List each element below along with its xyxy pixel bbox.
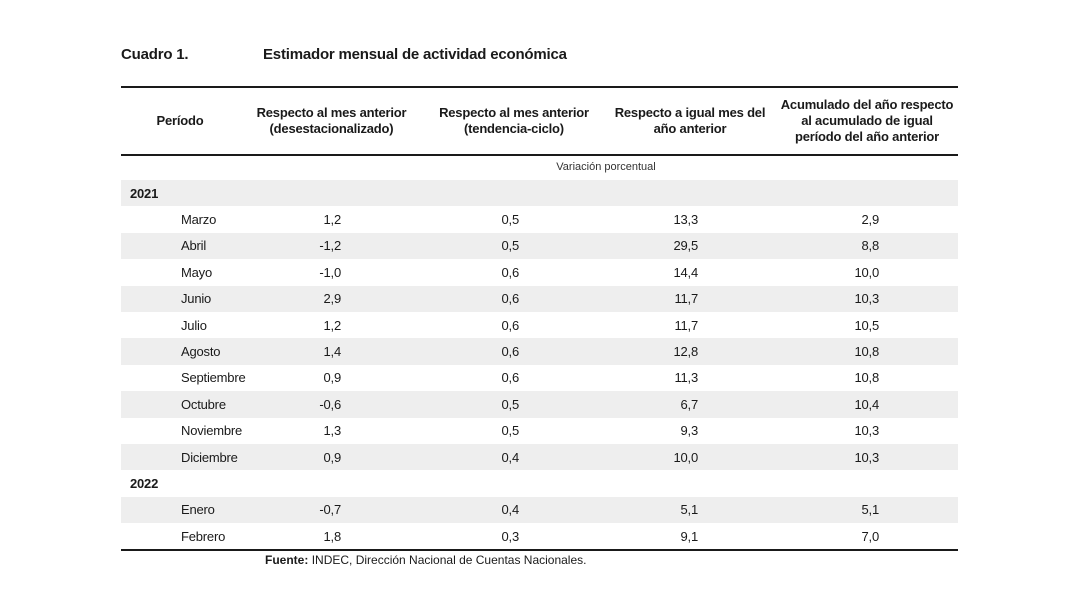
value-col1: -0,7 [319,502,341,518]
source-text: INDEC, Dirección Nacional de Cuentas Nac… [311,553,587,567]
data-table: Período Respecto al mes anterior (desest… [121,86,958,552]
table-row: Julio 1,2 0,6 11,7 10,5 [121,312,958,338]
value-col1: 1,3 [323,423,342,439]
value-col4: 10,5 [854,317,879,333]
value-col3: 9,3 [680,423,699,439]
unit-label: Variación porcentual [556,161,656,173]
value-col4: 10,3 [854,291,879,307]
header-col3: Respecto a igual mes del año anterior [614,105,766,136]
table-row: Octubre -0,6 0,5 6,7 10,4 [121,391,958,418]
value-col2: 0,4 [501,449,520,465]
month-label: Julio [181,317,207,333]
header-col1: Respecto al mes anterior (desestacionali… [256,105,407,136]
value-col4: 10,3 [854,423,879,439]
table-row: Enero -0,7 0,4 5,1 5,1 [121,496,958,524]
value-col3: 11,3 [674,370,698,386]
table-row: Diciembre 0,9 0,4 10,0 10,3 [121,443,958,471]
value-col4: 7,0 [861,528,880,544]
month-label: Febrero [181,528,226,544]
unit-row: Variación porcentual [121,156,958,180]
value-col1: 0,9 [323,370,342,386]
month-label: Octubre [181,396,226,412]
year-label: 2021 [130,185,159,201]
value-col2: 0,3 [501,528,520,544]
value-col2: 0,6 [501,291,520,307]
value-col3: 11,7 [674,291,698,307]
value-col4: 5,1 [861,502,880,518]
source-label: Fuente: [265,553,309,567]
value-col2: 0,5 [501,423,520,439]
month-label: Mayo [181,264,212,280]
table-row: Febrero 1,8 0,3 9,1 7,0 [121,523,958,549]
value-col1: 1,2 [323,212,342,228]
value-col1: 1,8 [323,528,342,544]
header-col4: Acumulado del año respecto al acumulado … [780,97,954,144]
table-row: Mayo -1,0 0,6 14,4 10,0 [121,259,958,285]
value-col4: 10,8 [854,370,879,386]
value-col2: 0,5 [501,212,520,228]
value-col2: 0,6 [501,317,520,333]
table-row: Abril -1,2 0,5 29,5 8,8 [121,232,958,260]
value-col3: 13,3 [673,212,698,228]
value-col4: 8,8 [861,238,880,254]
table-caption: Cuadro 1. Estimador mensual de actividad… [121,46,961,68]
year-row: 2022 [121,470,958,496]
table-body: 2021 Marzo 1,2 0,5 13,3 2,9 Abril -1,2 0,5 29,5 8,… [121,180,958,549]
table-header: Período Respecto al mes anterior (desest… [121,88,958,154]
header-rule [121,154,958,156]
value-col1: -0,6 [319,396,341,412]
bottom-rule [121,549,958,552]
value-col4: 10,0 [854,264,879,280]
header-periodo: Período [156,113,204,128]
value-col2: 0,6 [501,344,520,360]
value-col3: 6,7 [680,396,699,412]
source-note: Fuente: INDEC, Dirección Nacional de Cue… [265,553,586,567]
month-label: Septiembre [181,370,246,386]
table-row: Junio 2,9 0,6 11,7 10,3 [121,285,958,312]
value-col1: 0,9 [323,449,342,465]
value-col1: 2,9 [323,291,342,307]
value-col1: -1,2 [319,238,341,254]
table-row: Marzo 1,2 0,5 13,3 2,9 [121,206,958,232]
value-col4: 10,8 [854,344,879,360]
value-col2: 0,6 [501,370,520,386]
value-col1: -1,0 [319,264,341,280]
value-col2: 0,5 [501,396,520,412]
month-label: Abril [181,238,207,254]
value-col3: 11,7 [674,317,698,333]
value-col1: 1,2 [323,317,342,333]
header-col2: Respecto al mes anterior (tendencia-cicl… [439,105,589,136]
value-col3: 5,1 [680,502,699,518]
value-col4: 2,9 [861,212,880,228]
month-label: Agosto [181,344,221,360]
table-row: Agosto 1,4 0,6 12,8 10,8 [121,338,958,365]
value-col3: 9,1 [680,528,699,544]
month-label: Enero [181,502,215,518]
value-col4: 10,3 [854,449,879,465]
value-col3: 12,8 [673,344,698,360]
year-label: 2022 [130,475,159,491]
value-col2: 0,6 [501,264,520,280]
top-rule [121,86,958,88]
month-label: Diciembre [181,449,238,465]
value-col3: 14,4 [673,264,698,280]
month-label: Noviembre [181,423,243,439]
value-col2: 0,4 [501,502,520,518]
value-col3: 29,5 [673,238,698,254]
value-col2: 0,5 [501,238,520,254]
table-row: Noviembre 1,3 0,5 9,3 10,3 [121,418,958,444]
table-title: Estimador mensual de actividad económica [263,46,567,63]
month-label: Junio [181,291,212,307]
year-row: 2021 [121,180,958,207]
month-label: Marzo [181,212,217,228]
value-col1: 1,4 [323,344,342,360]
table-number: Cuadro 1. [121,46,189,63]
table-row: Septiembre 0,9 0,6 11,3 10,8 [121,365,958,391]
value-col3: 10,0 [673,449,698,465]
value-col4: 10,4 [854,396,879,412]
